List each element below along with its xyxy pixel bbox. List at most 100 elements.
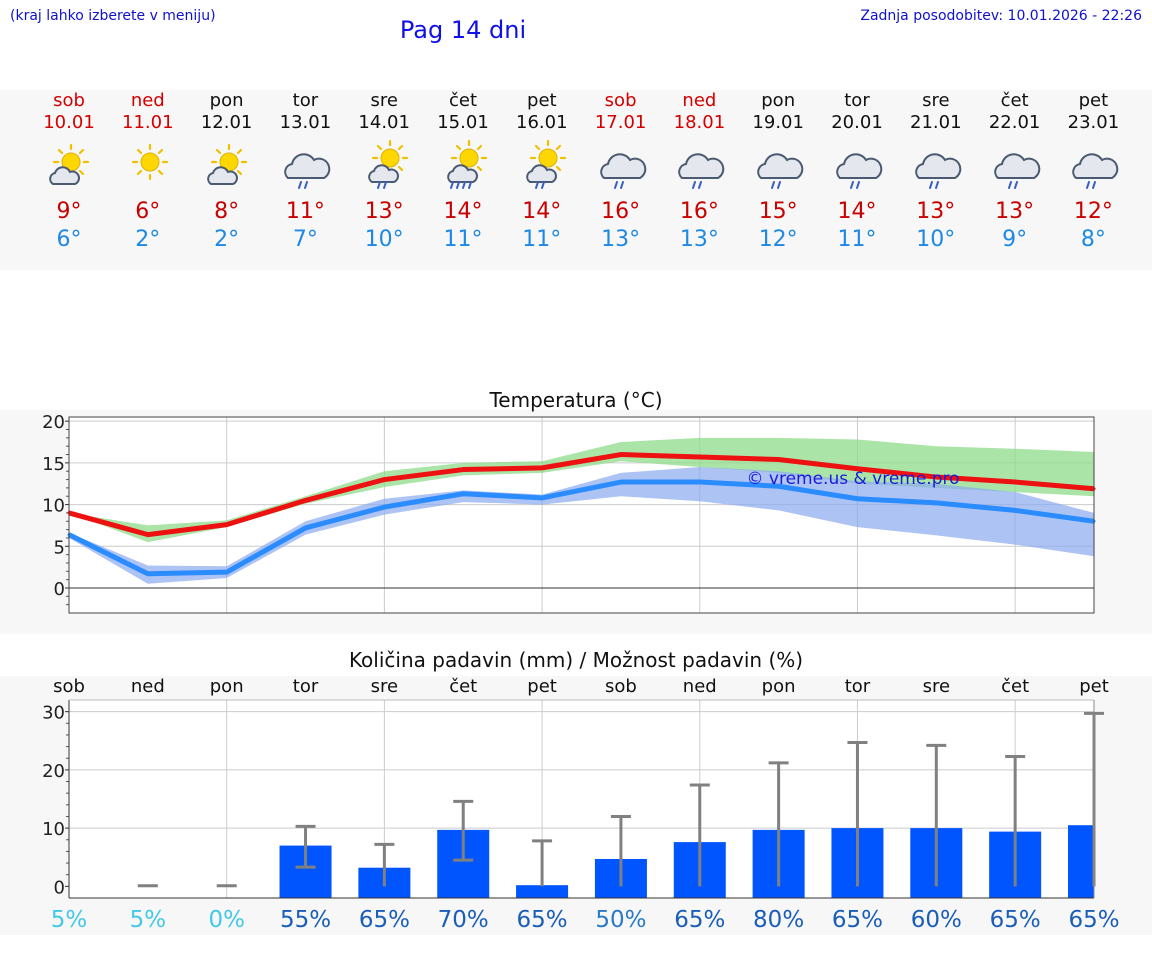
day-date: 16.01 [516, 112, 568, 133]
day-name: ned [130, 90, 165, 111]
precip-day-label: čet [449, 676, 477, 697]
day-name: tor [844, 90, 870, 111]
min-temp: 6° [56, 227, 82, 252]
min-temp-point [698, 480, 702, 484]
day-column: sre 14.01 13° 10° [339, 90, 429, 254]
sun-cloud-rain-icon [368, 140, 409, 189]
last-updated: Zadnja posodobitev: 10.01.2026 - 22:26 [860, 8, 1142, 24]
cloud-rain-icon [599, 153, 646, 189]
day-column: pon 19.01 15° 12° [733, 90, 823, 254]
day-column: pon 12.01 8° 2° [182, 90, 272, 254]
precip-day-label: ned [131, 676, 165, 697]
day-column: čet 15.01 14° 11° [418, 90, 508, 254]
day-date: 14.01 [358, 112, 410, 133]
max-temp: 9° [56, 199, 82, 224]
precip-chance-label: 5% [51, 907, 88, 933]
day-date: 17.01 [594, 112, 647, 133]
max-temp: 6° [135, 199, 161, 224]
day-name: čet [448, 90, 478, 111]
day-name: ned [682, 90, 717, 111]
min-temp: 11° [443, 227, 483, 252]
precipitation-chart-title: Količina padavin (mm) / Možnost padavin … [348, 648, 804, 672]
cloud-rain-icon [757, 153, 804, 189]
precip-chance-label: 5% [130, 907, 167, 933]
sun-cloud-heavy-rain-icon [447, 140, 488, 189]
day-date: 13.01 [279, 112, 332, 133]
max-temp-point [382, 478, 386, 482]
cloud-rain-icon [678, 153, 725, 189]
day-column: ned 11.01 6° 2° [103, 90, 193, 254]
watermark: © vreme.us & vreme.pro [746, 469, 959, 489]
precip-chance-label: 65% [517, 907, 568, 933]
day-date: 12.01 [200, 112, 253, 133]
precipitation-chart: sob ned pon tor sre čet pet sob ned pon tor sre čet p… [42, 676, 1119, 933]
max-temp-point [934, 475, 938, 479]
day-name: pet [527, 90, 557, 111]
day-column: čet 22.01 13° 9° [970, 90, 1060, 254]
precip-chance-label: 50% [595, 907, 646, 933]
min-temp-line [67, 479, 1095, 577]
max-temp-point [540, 466, 544, 470]
y-tick-label: 0 [54, 877, 65, 898]
day-name: čet [1000, 90, 1029, 111]
y-tick-label: 20 [42, 761, 65, 782]
day-date: 21.01 [910, 112, 962, 133]
precip-day-label: pon [762, 676, 796, 697]
plot-frame [68, 416, 1095, 614]
max-temp-point [461, 468, 465, 472]
min-temp: 2° [135, 227, 161, 252]
precip-chance-label: 0% [208, 907, 245, 933]
day-name: sob [604, 90, 637, 111]
temperature-chart-title: Temperatura (°C) [489, 388, 663, 412]
precip-day-label: pet [1079, 676, 1109, 697]
max-temp-point [304, 498, 308, 502]
precip-chance-label: 65% [1068, 907, 1119, 933]
day-date: 22.01 [988, 112, 1041, 133]
max-temp-point [855, 467, 859, 471]
min-temp: 13° [679, 227, 719, 252]
max-temp: 8° [214, 199, 240, 224]
day-column: sre 21.01 13° 10° [891, 90, 981, 254]
precip-chance-label: 65% [832, 907, 883, 933]
max-temp-point [1013, 480, 1017, 484]
cloud-rain-icon [993, 153, 1040, 189]
min-temp-point [619, 480, 623, 484]
y-tick-label: 10 [42, 819, 65, 840]
max-temp-line [68, 452, 1095, 538]
precip-day-label: sre [923, 676, 950, 697]
day-column: tor 13.01 11° 7° [260, 90, 350, 254]
max-temp: 12° [1073, 199, 1113, 224]
y-tick-label: 0 [54, 579, 65, 600]
day-name: pon [761, 90, 796, 111]
cloud-rain-icon [1072, 153, 1119, 189]
day-date: 20.01 [831, 112, 883, 133]
min-temp: 2° [214, 227, 240, 252]
precip-chance-label: 70% [438, 907, 489, 933]
precip-day-label: sob [53, 676, 85, 697]
precip-day-label: pon [210, 676, 244, 697]
y-tick-label: 30 [42, 703, 65, 724]
precip-chance-label: 80% [753, 907, 804, 933]
precip-chance-label: 55% [280, 907, 331, 933]
y-tick-label: 20 [42, 412, 65, 433]
max-temp: 15° [758, 199, 798, 224]
max-temp: 13° [995, 199, 1035, 224]
min-temp: 11° [522, 227, 562, 252]
min-temp-point [382, 505, 386, 509]
day-date: 10.01 [43, 112, 95, 133]
max-temp: 11° [285, 199, 325, 224]
day-column: pet 23.01 12° 8° [1048, 90, 1138, 254]
min-temp: 8° [1080, 227, 1106, 252]
day-name: sre [370, 90, 398, 111]
max-temp: 14° [837, 199, 877, 224]
precip-chance-label: 65% [990, 907, 1041, 933]
temperature-chart: 0 5 10 15 20 © vreme.us & vreme.pro [42, 412, 1096, 614]
min-temp: 13° [601, 227, 641, 252]
min-temp: 12° [758, 227, 798, 252]
day-name: pet [1078, 90, 1109, 111]
max-temp: 16° [679, 199, 719, 224]
y-tick-label: 15 [42, 454, 65, 475]
cloud-rain-icon [284, 153, 331, 189]
cloud-rain-icon [914, 153, 962, 189]
max-temp: 13° [916, 199, 956, 224]
